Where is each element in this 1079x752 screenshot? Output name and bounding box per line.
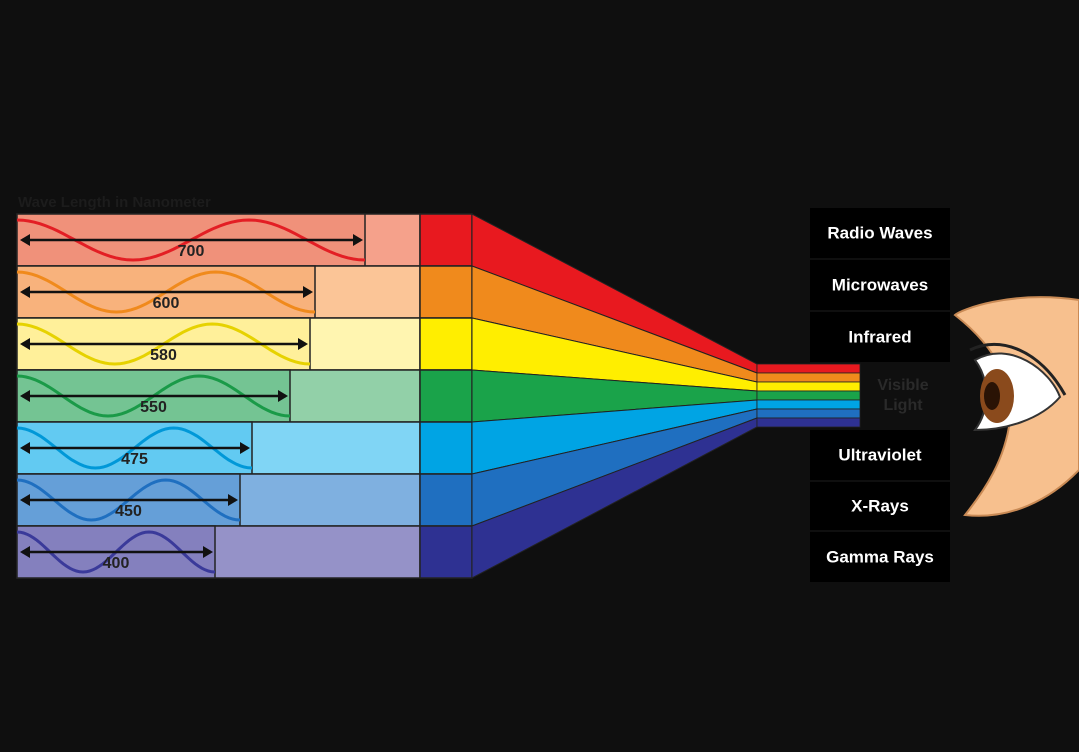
beam-strip [756,399,861,410]
spectrum-box [810,482,950,530]
spectrum-label: Microwaves [832,275,928,294]
spectrum-label: Radio Waves [827,223,932,242]
color-column [419,265,473,319]
spectrum-labels: Radio Waves Microwaves Infrared Visible Ligh… [810,208,950,582]
beam-strip [756,381,861,392]
wavelength-rows: 700 600 580 550 475 450 400 [16,213,473,579]
wavelength-label: 700 [178,243,205,260]
eye [953,296,1079,517]
wavelength-label: 475 [121,451,148,468]
fan [471,213,861,579]
color-column [419,317,473,371]
beam-strip [756,417,861,428]
spectrum-label: Visible Light [877,377,928,414]
wavelength-label: 600 [153,295,180,312]
beam-strip [756,408,861,419]
spectrum-box [810,532,950,582]
spectrum-label: Ultraviolet [838,445,921,464]
wavelength-label: 550 [140,399,167,416]
color-column [419,421,473,475]
color-column [419,473,473,527]
spectrum-box [810,430,950,480]
color-column [419,369,473,423]
spectrum-box [810,208,950,258]
wavelength-label: 450 [115,503,142,520]
color-column [419,525,473,579]
spectrum-label: Gamma Rays [826,547,934,566]
title: Wave Length in Nanometer [18,194,211,211]
spectrum-box [810,260,950,310]
spectrum-label: X-Rays [851,496,909,515]
spectrum-box [810,312,950,362]
wavelength-label: 400 [103,555,130,572]
beam-strip [756,372,861,383]
color-column [419,213,473,267]
wavelength-label: 580 [150,347,177,364]
spectrum-label: Infrared [848,327,911,346]
beam-strip [756,390,861,401]
beam-strip [756,363,861,374]
